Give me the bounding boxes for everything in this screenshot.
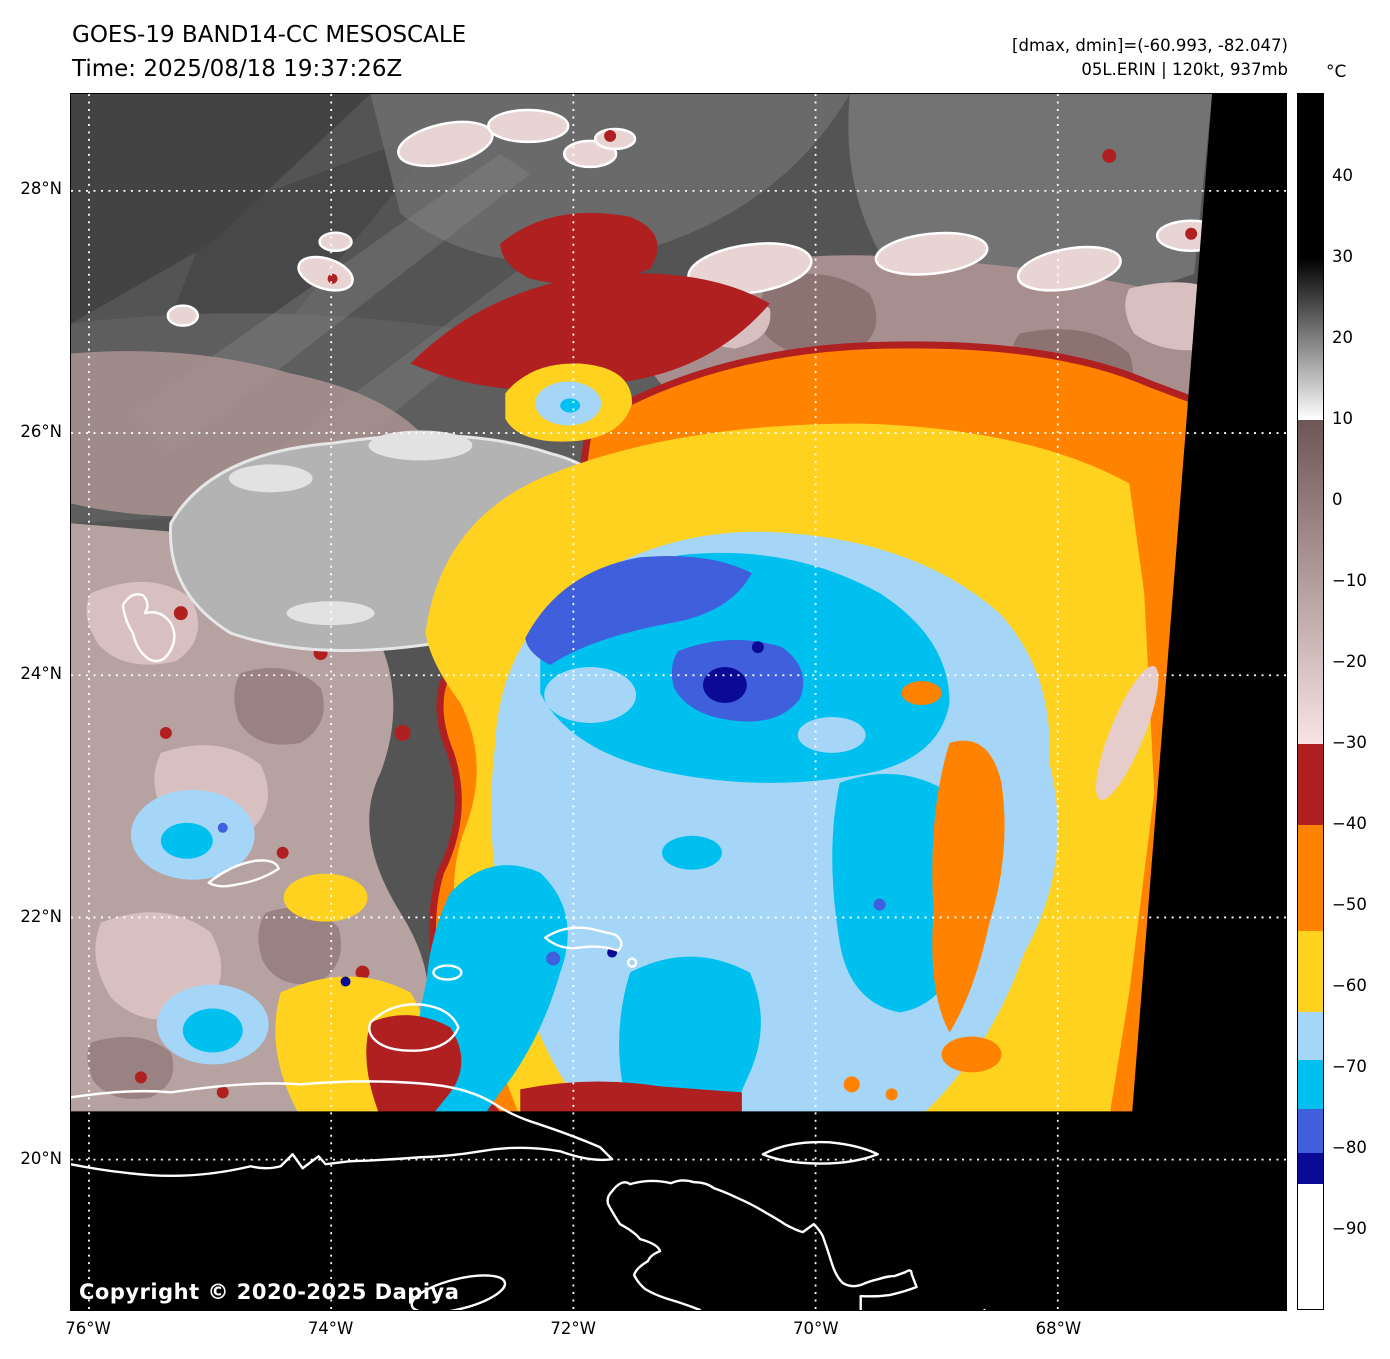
page-title: GOES-19 BAND14-CC MESOSCALE — [72, 22, 467, 48]
bottom-red-strips — [366, 1015, 742, 1118]
colorbar-segment-4 — [1298, 825, 1323, 931]
colorbar-segment-3 — [1298, 744, 1323, 826]
coast-turks — [626, 957, 638, 968]
east-orange-streaks — [843, 681, 1005, 1101]
colorbar-tick--50: −50 — [1332, 895, 1367, 915]
colorbar-tick-0: 0 — [1332, 490, 1343, 510]
coastlines — [71, 593, 986, 1310]
timestamp: Time: 2025/08/18 19:37:26Z — [72, 56, 403, 82]
colorbar-segment-8 — [1298, 1108, 1323, 1154]
colorbar-tick--20: −20 — [1332, 652, 1367, 672]
coast-acklins — [121, 593, 176, 663]
colorbar-segment-7 — [1298, 1060, 1323, 1109]
colorbar-tick--80: −80 — [1332, 1138, 1367, 1158]
east-pink-streak — [1096, 665, 1159, 800]
west-blue-patches — [130, 789, 351, 1065]
satellite-image — [71, 94, 1286, 1310]
colorbar-segment-9 — [1298, 1153, 1323, 1185]
colorbar-tick--70: −70 — [1332, 1057, 1367, 1077]
lon-label--76: 76°W — [65, 1319, 111, 1338]
colorbar-tick-40: 40 — [1332, 166, 1353, 186]
coast-hispaniola-north — [610, 1179, 986, 1310]
colorbar-unit-label: °C — [1326, 62, 1347, 82]
colorbar-tick-10: 10 — [1332, 409, 1353, 429]
copyright-text: Copyright © 2020-2025 Dapiya — [79, 1280, 460, 1304]
nw-cold-spot — [505, 354, 633, 442]
graticule — [71, 94, 1286, 1310]
colorbar-tick--60: −60 — [1332, 976, 1367, 996]
annotation-block: [dmax, dmin]=(-60.993, -82.047) 05L.ERIN… — [1012, 34, 1288, 82]
storm-status: 05L.ERIN | 120kt, 937mb — [1081, 60, 1288, 79]
colorbar-tick--90: −90 — [1332, 1219, 1367, 1239]
colorbar-tick--30: −30 — [1332, 733, 1367, 753]
colorbar-segment-10 — [1298, 1184, 1323, 1309]
lon-label--70: 70°W — [793, 1319, 839, 1338]
coast-tortuga-island — [761, 1140, 879, 1165]
lon-label--68: 68°W — [1035, 1319, 1082, 1338]
satellite-map: Copyright © 2020-2025 Dapiya — [70, 93, 1287, 1311]
lat-label-22: 22°N — [20, 906, 62, 926]
coast-caicos — [544, 926, 623, 952]
lat-label-26: 26°N — [20, 421, 62, 441]
dmax-dmin-readout: [dmax, dmin]=(-60.993, -82.047) — [1012, 36, 1288, 55]
coast-haiti-west — [606, 1189, 702, 1310]
colorbar-tick-20: 20 — [1332, 328, 1353, 348]
colorbar-segment-0 — [1298, 94, 1323, 259]
lat-label-24: 24°N — [20, 664, 62, 684]
colorbar-tick-labels: 40 30 20 10 0 −10 −20 −30 −40 −50 −60 −70 −80 −90 — [1332, 93, 1388, 1308]
cdo-cold-core — [416, 531, 1058, 1118]
colorbar-tick--10: −10 — [1332, 571, 1367, 591]
title-block: GOES-19 BAND14-CC MESOSCALE Time: 2025/0… — [72, 18, 466, 86]
lat-label-20: 20°N — [20, 1149, 62, 1169]
lon-label--72: 72°W — [550, 1319, 596, 1338]
colorbar-tick--40: −40 — [1332, 814, 1367, 834]
lat-label-28: 28°N — [20, 179, 62, 198]
lon-label--74: 74°W — [307, 1319, 354, 1338]
colorbar — [1297, 93, 1324, 1310]
colorbar-segment-1 — [1298, 258, 1323, 421]
colorbar-tick-30: 30 — [1332, 247, 1353, 267]
coast-mayaguana — [207, 859, 280, 888]
colorbar-segment-2 — [1298, 420, 1323, 745]
colorbar-segment-6 — [1298, 1011, 1323, 1061]
no-data-mask — [71, 94, 1286, 1310]
coast-little-inagua — [432, 964, 463, 981]
coast-cuba — [71, 1080, 614, 1178]
coast-gonave-island — [410, 1274, 507, 1310]
colorbar-segment-5 — [1298, 930, 1323, 1012]
coast-great-inagua — [368, 1003, 460, 1052]
